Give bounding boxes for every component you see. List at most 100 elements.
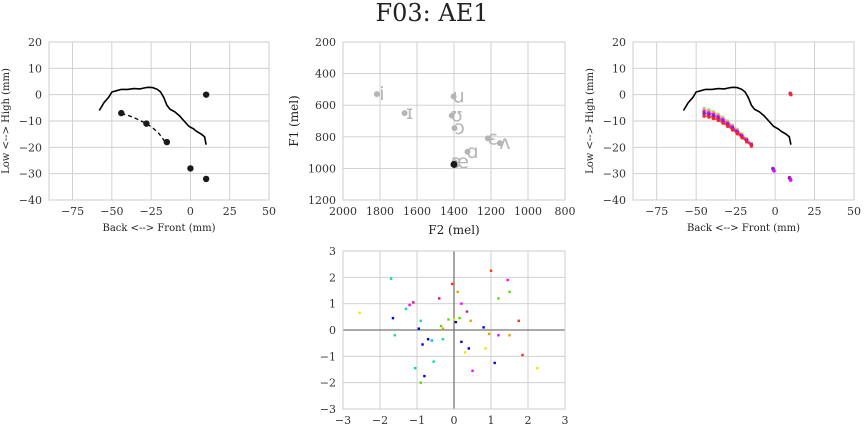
vowel-point bbox=[496, 140, 503, 147]
y-tick-label: 1200 bbox=[308, 194, 336, 207]
component-point bbox=[536, 366, 539, 370]
x-tick-label: −3 bbox=[335, 414, 351, 427]
y-tick-label: 400 bbox=[315, 68, 336, 81]
vowel-label: i bbox=[379, 83, 384, 105]
component-point bbox=[439, 324, 443, 328]
component-point bbox=[426, 338, 430, 341]
component-point bbox=[469, 319, 472, 322]
component-scatter-panel: −3 −2 −1 0 1 2 3 −3 −2 −1 0 1 2 3 bbox=[320, 245, 569, 427]
vowel-point bbox=[451, 125, 458, 132]
x-tick-label: −50 bbox=[685, 205, 708, 218]
component-point bbox=[393, 334, 396, 337]
palate-outline-line bbox=[98, 86, 207, 145]
component-point bbox=[467, 347, 470, 350]
component-point bbox=[497, 297, 500, 300]
tongue-fan-point bbox=[745, 140, 749, 144]
component-point bbox=[471, 369, 474, 373]
x-tick-label: 50 bbox=[847, 205, 861, 218]
component-point bbox=[497, 334, 500, 337]
palate-outline-line bbox=[682, 86, 792, 145]
sensor-point bbox=[163, 138, 171, 146]
sensor-point bbox=[187, 165, 194, 172]
component-point bbox=[358, 311, 361, 315]
x-tick-label: 3 bbox=[562, 414, 569, 427]
component-point bbox=[517, 319, 520, 322]
component-point bbox=[438, 297, 441, 300]
component-point bbox=[419, 319, 422, 322]
y-tick-label: −30 bbox=[603, 168, 626, 181]
component-point bbox=[419, 381, 422, 384]
x-tick-label: 1200 bbox=[477, 205, 505, 218]
x-tick-label: 25 bbox=[808, 205, 822, 218]
x-axis-label: Back <--> Front (mm) bbox=[103, 223, 216, 234]
component-point bbox=[430, 339, 433, 342]
tongue-fan-point bbox=[702, 114, 706, 118]
component-point bbox=[460, 340, 463, 344]
component-point bbox=[484, 347, 487, 350]
plot-frame bbox=[632, 41, 855, 201]
sensor-point bbox=[202, 91, 210, 98]
x-tick-label: 50 bbox=[262, 205, 276, 218]
tongue-fan-point bbox=[749, 144, 753, 148]
component-point bbox=[454, 320, 458, 324]
component-point bbox=[521, 353, 524, 357]
component-point bbox=[412, 301, 415, 304]
vowel-label: u bbox=[453, 86, 465, 108]
vowel-label: ɔ bbox=[454, 117, 464, 139]
vowel-point bbox=[464, 148, 471, 155]
component-point bbox=[404, 307, 408, 311]
component-point bbox=[493, 361, 496, 365]
component-point bbox=[508, 334, 511, 337]
x-tick-label: 1000 bbox=[514, 205, 542, 218]
sensor-cluster-point bbox=[788, 178, 793, 182]
component-point bbox=[432, 360, 435, 363]
component-point bbox=[423, 374, 426, 378]
tongue-fan-point bbox=[716, 118, 720, 123]
y-axis-label: Low <--> High (mm) bbox=[1, 68, 12, 174]
x-tick-label: 1800 bbox=[366, 205, 394, 218]
x-tick-label: −1 bbox=[409, 414, 425, 427]
x-axis-label: Back <--> Front (mm) bbox=[687, 223, 800, 234]
y-tick-label: 3 bbox=[329, 245, 336, 258]
x-tick-label: −25 bbox=[140, 205, 163, 218]
component-point bbox=[460, 302, 463, 305]
component-point bbox=[389, 277, 393, 280]
component-point bbox=[421, 343, 424, 346]
component-point bbox=[458, 316, 461, 320]
tongue-fan-point bbox=[735, 132, 739, 136]
y-tick-label: 600 bbox=[315, 99, 336, 112]
tongue-fan-point bbox=[721, 121, 725, 125]
tongue-fan-point bbox=[740, 136, 744, 140]
y-tick-label: 10 bbox=[612, 62, 626, 75]
y-tick-label: 10 bbox=[28, 62, 42, 75]
x-tick-label: 1400 bbox=[440, 205, 468, 218]
x-tick-label: −2 bbox=[372, 414, 388, 427]
x-tick-label: −75 bbox=[645, 205, 668, 218]
tongue-fan-point bbox=[711, 116, 716, 121]
component-point bbox=[408, 303, 411, 307]
component-point bbox=[452, 318, 456, 321]
component-point bbox=[482, 326, 485, 329]
vowel-label: ʌ bbox=[499, 132, 510, 154]
y-tick-label: −3 bbox=[320, 403, 336, 416]
y-tick-label: −40 bbox=[603, 194, 626, 207]
x-tick-label: 2 bbox=[525, 414, 532, 427]
vowel-point bbox=[450, 93, 457, 100]
component-point bbox=[441, 338, 445, 341]
component-point bbox=[391, 316, 395, 320]
vowel-point bbox=[373, 91, 380, 98]
x-tick-label: −75 bbox=[61, 205, 84, 218]
vowel-label: ɑ bbox=[466, 141, 478, 163]
x-tick-label: −50 bbox=[100, 205, 123, 218]
y-tick-label: 0 bbox=[329, 324, 336, 337]
y-tick-label: −1 bbox=[320, 350, 336, 363]
component-point bbox=[450, 282, 454, 286]
y-tick-label: 0 bbox=[35, 89, 42, 102]
x-tick-label: 0 bbox=[772, 205, 779, 218]
y-tick-label: 200 bbox=[315, 36, 336, 49]
y-tick-label: −10 bbox=[19, 115, 42, 128]
vowel-label: ʊ bbox=[451, 104, 463, 126]
x-axis-label: F2 (mel) bbox=[428, 223, 479, 237]
y-tick-label: −40 bbox=[19, 194, 42, 207]
